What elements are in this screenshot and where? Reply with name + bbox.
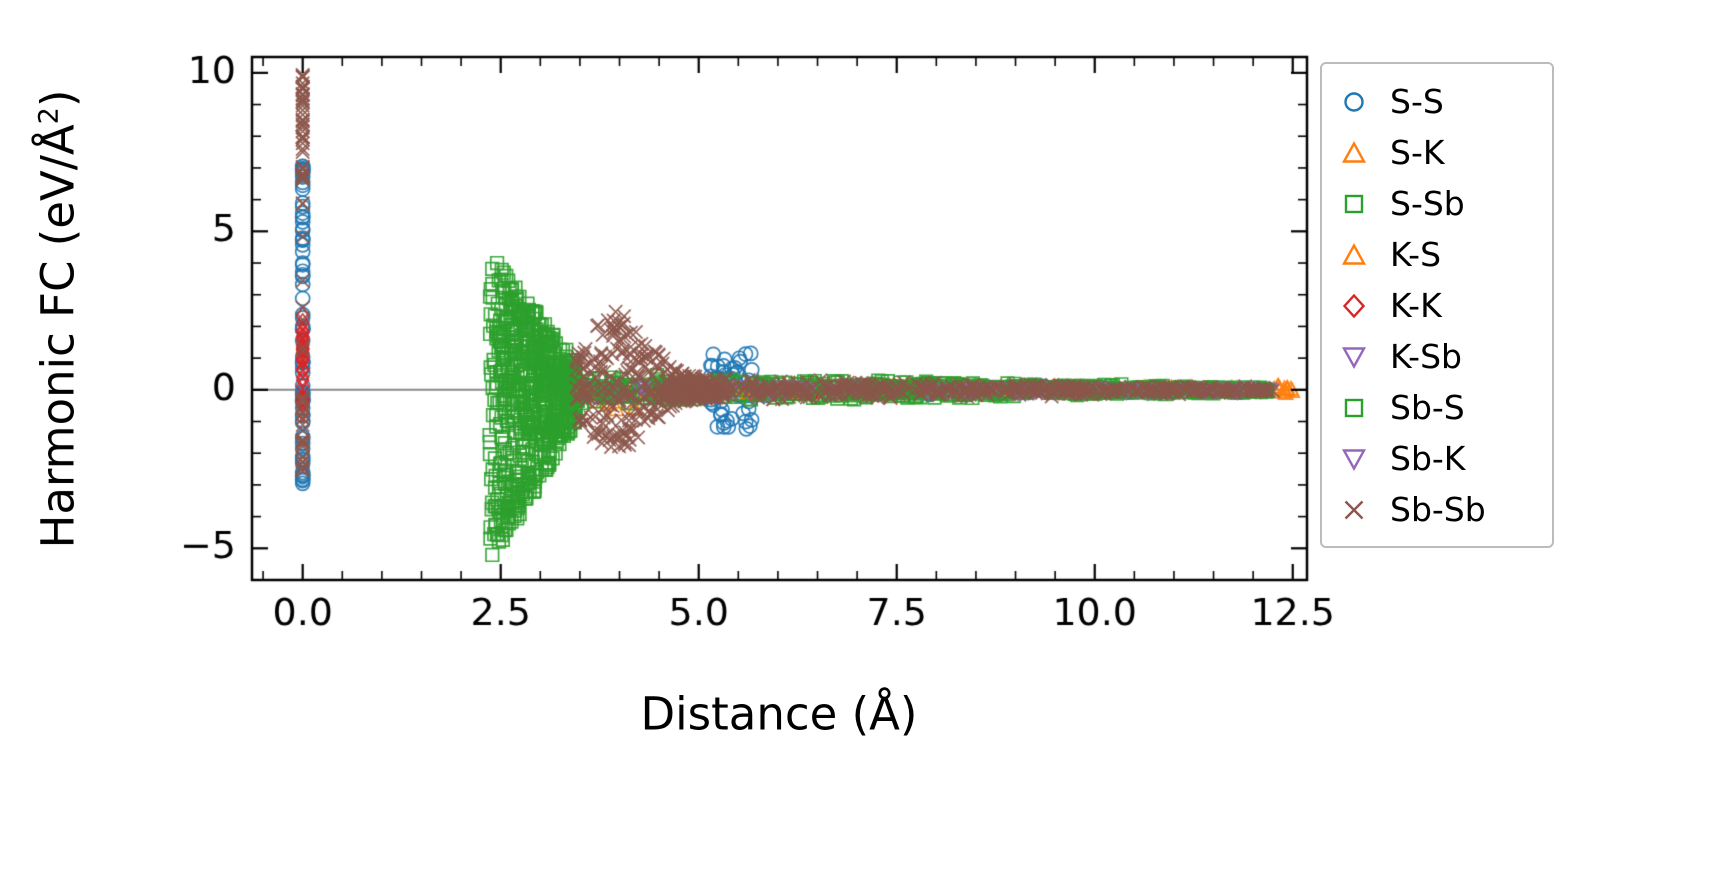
legend-item: K-Sb: [1340, 331, 1552, 382]
legend-item-label: K-S: [1390, 235, 1442, 274]
legend-item: Sb-S: [1340, 382, 1552, 433]
legend-item-label: Sb-K: [1390, 439, 1466, 478]
legend-item: K-K: [1340, 280, 1552, 331]
legend-marker-triangle-down-icon: [1340, 445, 1382, 473]
legend-item: S-Sb: [1340, 178, 1552, 229]
legend-marker-triangle-up-icon: [1340, 139, 1382, 167]
legend-item-label: K-K: [1390, 286, 1442, 325]
legend-marker-circle-icon: [1340, 88, 1382, 116]
legend-marker-square-icon: [1340, 190, 1382, 218]
legend-marker-triangle-down-icon: [1340, 343, 1382, 371]
legend-item-label: Sb-Sb: [1390, 490, 1486, 529]
legend-marker-diamond-icon: [1340, 292, 1382, 320]
legend-item: Sb-Sb: [1340, 484, 1552, 535]
legend-item-label: S-K: [1390, 133, 1445, 172]
y-axis-label: Harmonic FC (eV/Å2): [32, 90, 85, 549]
y-axis-label-superscript: 2: [33, 107, 65, 125]
legend-marker-triangle-up-icon: [1340, 241, 1382, 269]
legend-item: S-K: [1340, 127, 1552, 178]
x-axis-label: Distance (Å): [640, 687, 918, 741]
legend-marker-x-icon: [1340, 496, 1382, 524]
legend-item-label: Sb-S: [1390, 388, 1465, 427]
legend: S-S S-K S-Sb K-S K-K K-Sb Sb-S Sb-K Sb-Sb: [1320, 62, 1554, 548]
legend-item-label: K-Sb: [1390, 337, 1462, 376]
legend-item-label: S-S: [1390, 82, 1444, 121]
legend-item: Sb-K: [1340, 433, 1552, 484]
y-axis-label-suffix: ): [31, 89, 85, 108]
legend-item-label: S-Sb: [1390, 184, 1465, 223]
legend-item: K-S: [1340, 229, 1552, 280]
legend-item: S-S: [1340, 76, 1552, 127]
y-axis-label-text: Harmonic FC (eV/Å: [31, 124, 85, 549]
legend-marker-square-icon: [1340, 394, 1382, 422]
